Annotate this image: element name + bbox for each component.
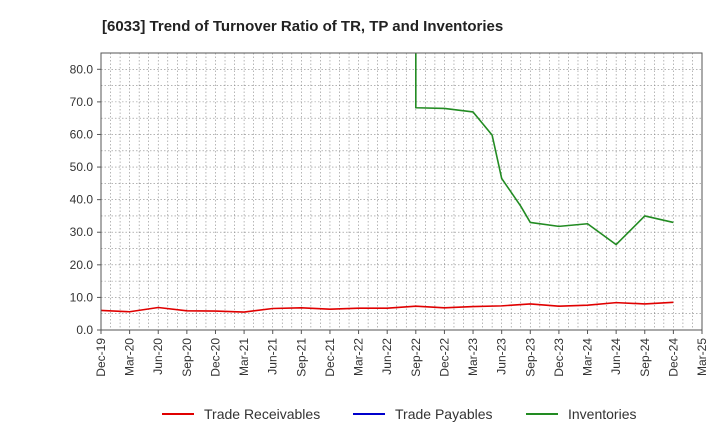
x-tick-label: Dec-24	[666, 338, 680, 377]
series-line-inventories	[415, 53, 674, 246]
x-axis: Dec-19 Mar-20 Jun-20 Sep-20 Dec-20 Mar-21 Jun-…	[94, 330, 709, 377]
y-tick-label: 50.0	[70, 160, 94, 174]
y-tick-label: 40.0	[70, 193, 94, 207]
x-tick-label: Jun-23	[495, 338, 509, 375]
x-tick-label: Mar-25	[695, 338, 709, 376]
plot-area	[101, 53, 702, 330]
y-tick-label: 10.0	[70, 290, 94, 304]
chart-title: [6033] Trend of Turnover Ratio of TR, TP…	[102, 18, 503, 35]
y-tick-label: 70.0	[70, 95, 94, 109]
plot-frame	[100, 52, 703, 331]
x-tick-label: Sep-20	[180, 338, 194, 377]
x-tick-label: Dec-21	[323, 338, 337, 377]
x-tick-label: Dec-19	[94, 338, 108, 377]
x-tick-label: Mar-20	[123, 338, 137, 376]
x-tick-label: Sep-23	[523, 338, 537, 377]
y-tick-label: 30.0	[70, 225, 94, 239]
x-tick-label: Mar-22	[352, 338, 366, 376]
y-axis: 0.0 10.0 20.0 30.0 40.0 50.0 60.0 70.0 80.0	[70, 62, 101, 337]
x-tick-label: Mar-21	[237, 338, 251, 376]
x-tick-label: Mar-23	[466, 338, 480, 376]
y-tick-label: 20.0	[70, 258, 94, 272]
x-tick-label: Jun-20	[151, 338, 165, 375]
x-tick-label: Sep-24	[638, 338, 652, 377]
legend: Trade Receivables Trade Payables Inventori…	[162, 406, 636, 422]
x-tick-label: Mar-24	[581, 338, 595, 376]
y-tick-label: 0.0	[76, 323, 93, 337]
legend-label: Trade Receivables	[204, 406, 320, 422]
x-tick-label: Sep-21	[294, 338, 308, 377]
x-tick-label: Dec-22	[437, 338, 451, 377]
x-tick-label: Dec-23	[552, 338, 566, 377]
x-tick-label: Jun-21	[266, 338, 280, 375]
legend-label: Trade Payables	[395, 406, 493, 422]
y-tick-label: 60.0	[70, 127, 94, 141]
series-line-trade-receivables	[101, 301, 674, 313]
legend-label: Inventories	[568, 406, 636, 422]
y-tick-label: 80.0	[70, 62, 94, 76]
series-lines	[101, 53, 674, 313]
x-tick-label: Dec-20	[208, 338, 222, 377]
x-tick-label: Sep-22	[409, 338, 423, 377]
x-tick-label: Jun-22	[380, 338, 394, 375]
x-tick-label: Jun-24	[609, 338, 623, 375]
